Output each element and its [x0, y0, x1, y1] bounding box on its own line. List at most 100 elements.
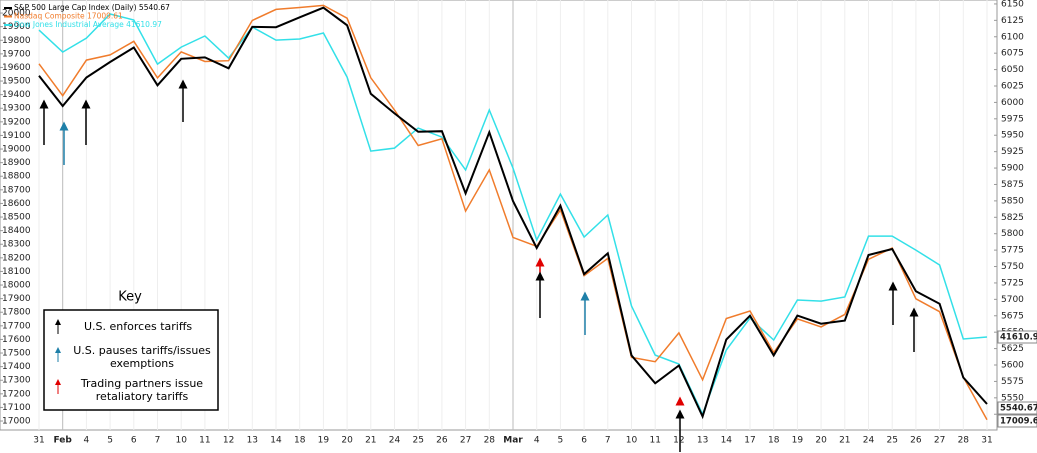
y2-tick-label: 6100	[1001, 32, 1024, 42]
y2-tick-label: 5625	[1001, 344, 1024, 354]
y-tick-label: 17700	[2, 321, 31, 331]
y-tick-label: 19800	[2, 36, 31, 46]
y-tick-label: 17300	[2, 376, 31, 386]
key-title: Key	[118, 290, 142, 305]
x-tick-label: 7	[605, 436, 611, 446]
x-tick-label: 25	[886, 436, 897, 446]
y-tick-label: 18400	[2, 226, 31, 236]
y2-tick-label: 5850	[1001, 196, 1024, 206]
y2-tick-label: 5775	[1001, 246, 1024, 256]
y-tick-label: 19100	[2, 131, 31, 141]
end-label-box	[997, 401, 1037, 415]
x-tick-label: 13	[247, 436, 258, 446]
y-tick-label: 20000	[2, 9, 31, 19]
x-tick-label: 17	[744, 436, 755, 446]
y-tick-label: 17600	[2, 335, 31, 345]
key-item: U.S. enforces tariffs	[84, 320, 192, 333]
y-tick-label: 19700	[2, 49, 31, 59]
y-tick-label: 17400	[2, 362, 31, 372]
x-tick-label: 7	[155, 436, 161, 446]
x-tick-label: 20	[815, 436, 827, 446]
y2-tick-label: 5675	[1001, 311, 1024, 321]
y-tick-label: 18700	[2, 185, 31, 195]
series-line	[38, 13, 988, 417]
x-tick-label: 19	[792, 436, 804, 446]
x-tick-label: 24	[389, 436, 401, 446]
y2-tick-label: 6000	[1001, 98, 1024, 108]
x-tick-label: Mar	[503, 436, 523, 446]
x-tick-label: 18	[294, 436, 306, 446]
y-tick-label: 17800	[2, 308, 31, 318]
y2-tick-label: 6075	[1001, 49, 1024, 59]
end-label-box	[997, 330, 1037, 344]
end-label-box	[997, 414, 1037, 428]
x-tick-label: 4	[534, 436, 540, 446]
legend-label: Dow Jones Industrial Average 41610.97	[14, 20, 162, 29]
x-tick-label: 10	[175, 436, 187, 446]
series-line	[38, 6, 988, 420]
y-tick-label: 19300	[2, 104, 31, 114]
y2-tick-label: 5825	[1001, 213, 1024, 223]
x-tick-label: 21	[365, 436, 376, 446]
x-tick-label: 19	[318, 436, 330, 446]
y2-tick-label: 5725	[1001, 278, 1024, 288]
x-tick-label: 31	[33, 436, 44, 446]
y2-tick-label: 5975	[1001, 114, 1024, 124]
y2-tick-label: 5875	[1001, 180, 1024, 190]
x-tick-label: 4	[84, 436, 90, 446]
y-tick-label: 18000	[2, 281, 31, 291]
x-tick-label: 12	[673, 436, 684, 446]
y-tick-label: 17100	[2, 403, 31, 413]
y-tick-label: 18200	[2, 253, 31, 263]
y-tick-label: 17900	[2, 294, 31, 304]
y2-tick-label: 5575	[1001, 377, 1024, 387]
y2-tick-label: 6125	[1001, 16, 1024, 26]
x-tick-label: 6	[131, 436, 137, 446]
x-tick-label: 21	[839, 436, 850, 446]
x-tick-label: 26	[910, 436, 922, 446]
y-tick-label: 19400	[2, 90, 31, 100]
x-tick-label: 18	[768, 436, 780, 446]
key-item-wrap: Trading partners issue retaliatory tarif…	[80, 377, 204, 403]
y2-tick-label: 5550	[1001, 393, 1024, 403]
y2-tick-label: 6150	[1001, 0, 1024, 9]
y-tick-label: 18100	[2, 267, 31, 277]
legend-label: S&P 500 Large Cap Index (Daily) 5540.67	[14, 3, 170, 12]
y2-tick-label: 5700	[1001, 295, 1024, 305]
y2-tick-label: 5800	[1001, 229, 1024, 239]
y2-tick-label: 5750	[1001, 262, 1024, 272]
y-tick-label: 18300	[2, 240, 31, 250]
y-tick-label: 19200	[2, 117, 31, 127]
x-tick-label: 27	[460, 436, 471, 446]
x-tick-label: 28	[484, 436, 496, 446]
key-item-wrap: U.S. pauses tariffs/issues exemptions	[73, 344, 211, 370]
end-label: 17009.6	[1000, 417, 1037, 427]
x-tick-label: 11	[649, 436, 660, 446]
y-tick-label: 18800	[2, 172, 31, 182]
x-tick-label: 26	[436, 436, 448, 446]
y-tick-label: 17000	[2, 417, 31, 427]
x-tick-label: 10	[626, 436, 638, 446]
x-tick-label: 5	[558, 436, 564, 446]
x-tick-label: 14	[721, 436, 733, 446]
y-tick-label: 19000	[2, 145, 31, 155]
y2-tick-label: 5900	[1001, 164, 1024, 174]
y-tick-label: 18500	[2, 213, 31, 223]
x-tick-label: 27	[934, 436, 945, 446]
key-item: Trading partners issue retaliatory tarif…	[80, 377, 204, 403]
y-tick-label: 17200	[2, 389, 31, 399]
y-tick-label: 19900	[2, 22, 31, 32]
x-tick-label: 6	[581, 436, 587, 446]
y-tick-label: 17500	[2, 349, 31, 359]
y2-tick-label: 6025	[1001, 82, 1024, 92]
x-tick-label: 12	[223, 436, 234, 446]
y-tick-label: 19500	[2, 77, 31, 87]
y-tick-label: 18600	[2, 199, 31, 209]
x-tick-label: Feb	[54, 436, 73, 446]
x-tick-label: 25	[412, 436, 423, 446]
x-tick-label: 20	[341, 436, 353, 446]
y-tick-label: 19600	[2, 63, 31, 73]
key-box	[43, 309, 219, 411]
x-tick-label: 5	[107, 436, 113, 446]
